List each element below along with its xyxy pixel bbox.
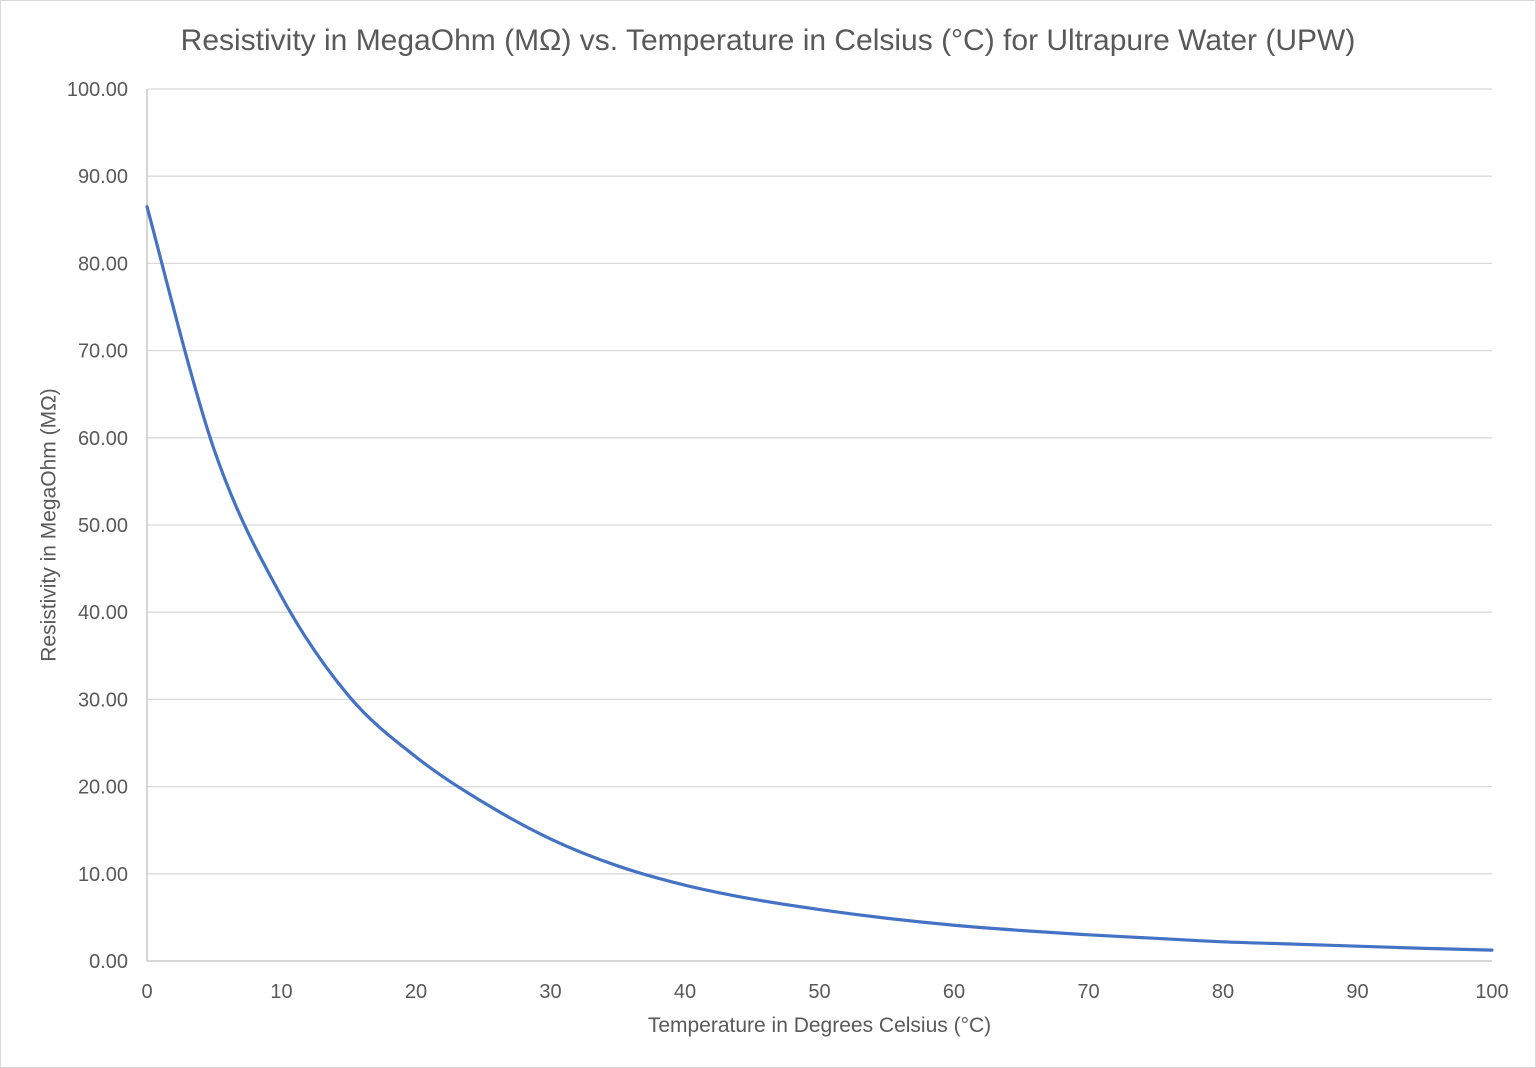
y-tick-label: 50.00: [78, 515, 128, 537]
x-tick-label: 60: [943, 981, 965, 1003]
chart-title: Resistivity in MegaOhm (MΩ) vs. Temperat…: [181, 24, 1356, 57]
x-tick-label: 40: [674, 981, 696, 1003]
y-tick-label: 10.00: [78, 864, 128, 886]
y-tick-label: 70.00: [78, 341, 128, 363]
y-tick-label: 30.00: [78, 689, 128, 711]
x-tick-labels: 0 10 20 30 40 50 60 70 80 90 100: [141, 981, 1508, 1003]
y-tick-label: 100.00: [67, 79, 128, 101]
series-group: [145, 205, 1494, 952]
y-tick-label: 20.00: [78, 777, 128, 799]
x-tick-label: 30: [539, 981, 561, 1003]
y-tick-label: 80.00: [78, 253, 128, 275]
y-tick-label: 90.00: [78, 166, 128, 188]
y-tick-label: 60.00: [78, 428, 128, 450]
series-line: [145, 205, 1494, 952]
y-axis-title: Resistivity in MegaOhm (MΩ): [37, 388, 60, 662]
gridlines: [147, 88, 1492, 875]
x-tick-label: 20: [405, 981, 427, 1003]
y-tick-labels: 0.00 10.00 20.00 30.00 40.00 50.00 60.00 70.00 8…: [67, 79, 128, 973]
y-tick-label: 40.00: [78, 602, 128, 624]
x-tick-label: 10: [270, 981, 292, 1003]
y-tick-label: 0.00: [89, 951, 128, 973]
x-tick-label: 50: [808, 981, 830, 1003]
x-tick-label: 90: [1346, 981, 1368, 1003]
x-tick-label: 70: [1077, 981, 1099, 1003]
x-tick-label: 0: [141, 981, 152, 1003]
x-tick-label: 80: [1212, 981, 1234, 1003]
x-axis-title: Temperature in Degrees Celsius (°C): [648, 1014, 991, 1037]
x-tick-label: 100: [1475, 981, 1508, 1003]
